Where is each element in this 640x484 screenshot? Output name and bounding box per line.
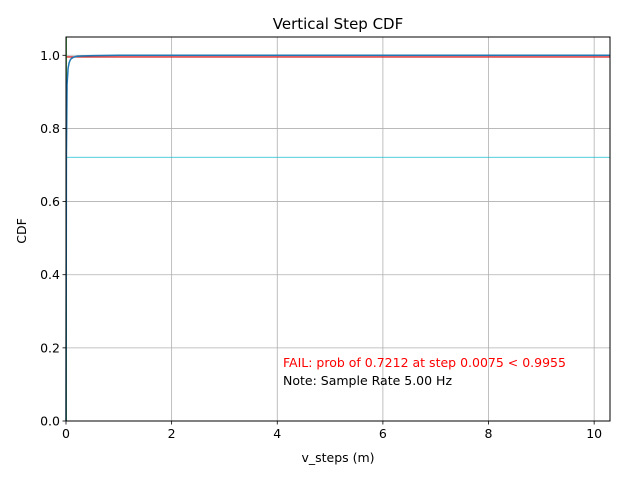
- y-axis-label: CDF: [14, 218, 29, 244]
- x-axis-label: v_steps (m): [301, 450, 374, 465]
- tick-layer: 0 2 4 6 8 10 0.0 0.2 0.4 0.6 0.8 1.0: [40, 48, 602, 441]
- plot-frame: [65, 36, 611, 422]
- x-tick-label: 2: [168, 426, 176, 441]
- y-tick-label: 1.0: [40, 48, 60, 63]
- fail-annotation: FAIL: prob of 0.7212 at step 0.0075 < 0.…: [283, 355, 566, 370]
- cdf-series-line: [65, 54, 610, 422]
- y-tick-label: 0.8: [40, 121, 60, 136]
- x-tick-label: 10: [586, 426, 602, 441]
- y-tick-label: 0.4: [40, 267, 60, 282]
- x-tick-label: 8: [485, 426, 493, 441]
- series-layer: [65, 54, 610, 422]
- sample-rate-note: Note: Sample Rate 5.00 Hz: [283, 373, 452, 388]
- y-tick-label: 0.6: [40, 194, 60, 209]
- x-tick-label: 0: [62, 426, 70, 441]
- x-tick-label: 4: [273, 426, 281, 441]
- y-tick-label: 0.0: [40, 414, 60, 429]
- x-tick-label: 6: [379, 426, 387, 441]
- y-tick-label: 0.2: [40, 340, 60, 355]
- chart-title: Vertical Step CDF: [273, 15, 404, 33]
